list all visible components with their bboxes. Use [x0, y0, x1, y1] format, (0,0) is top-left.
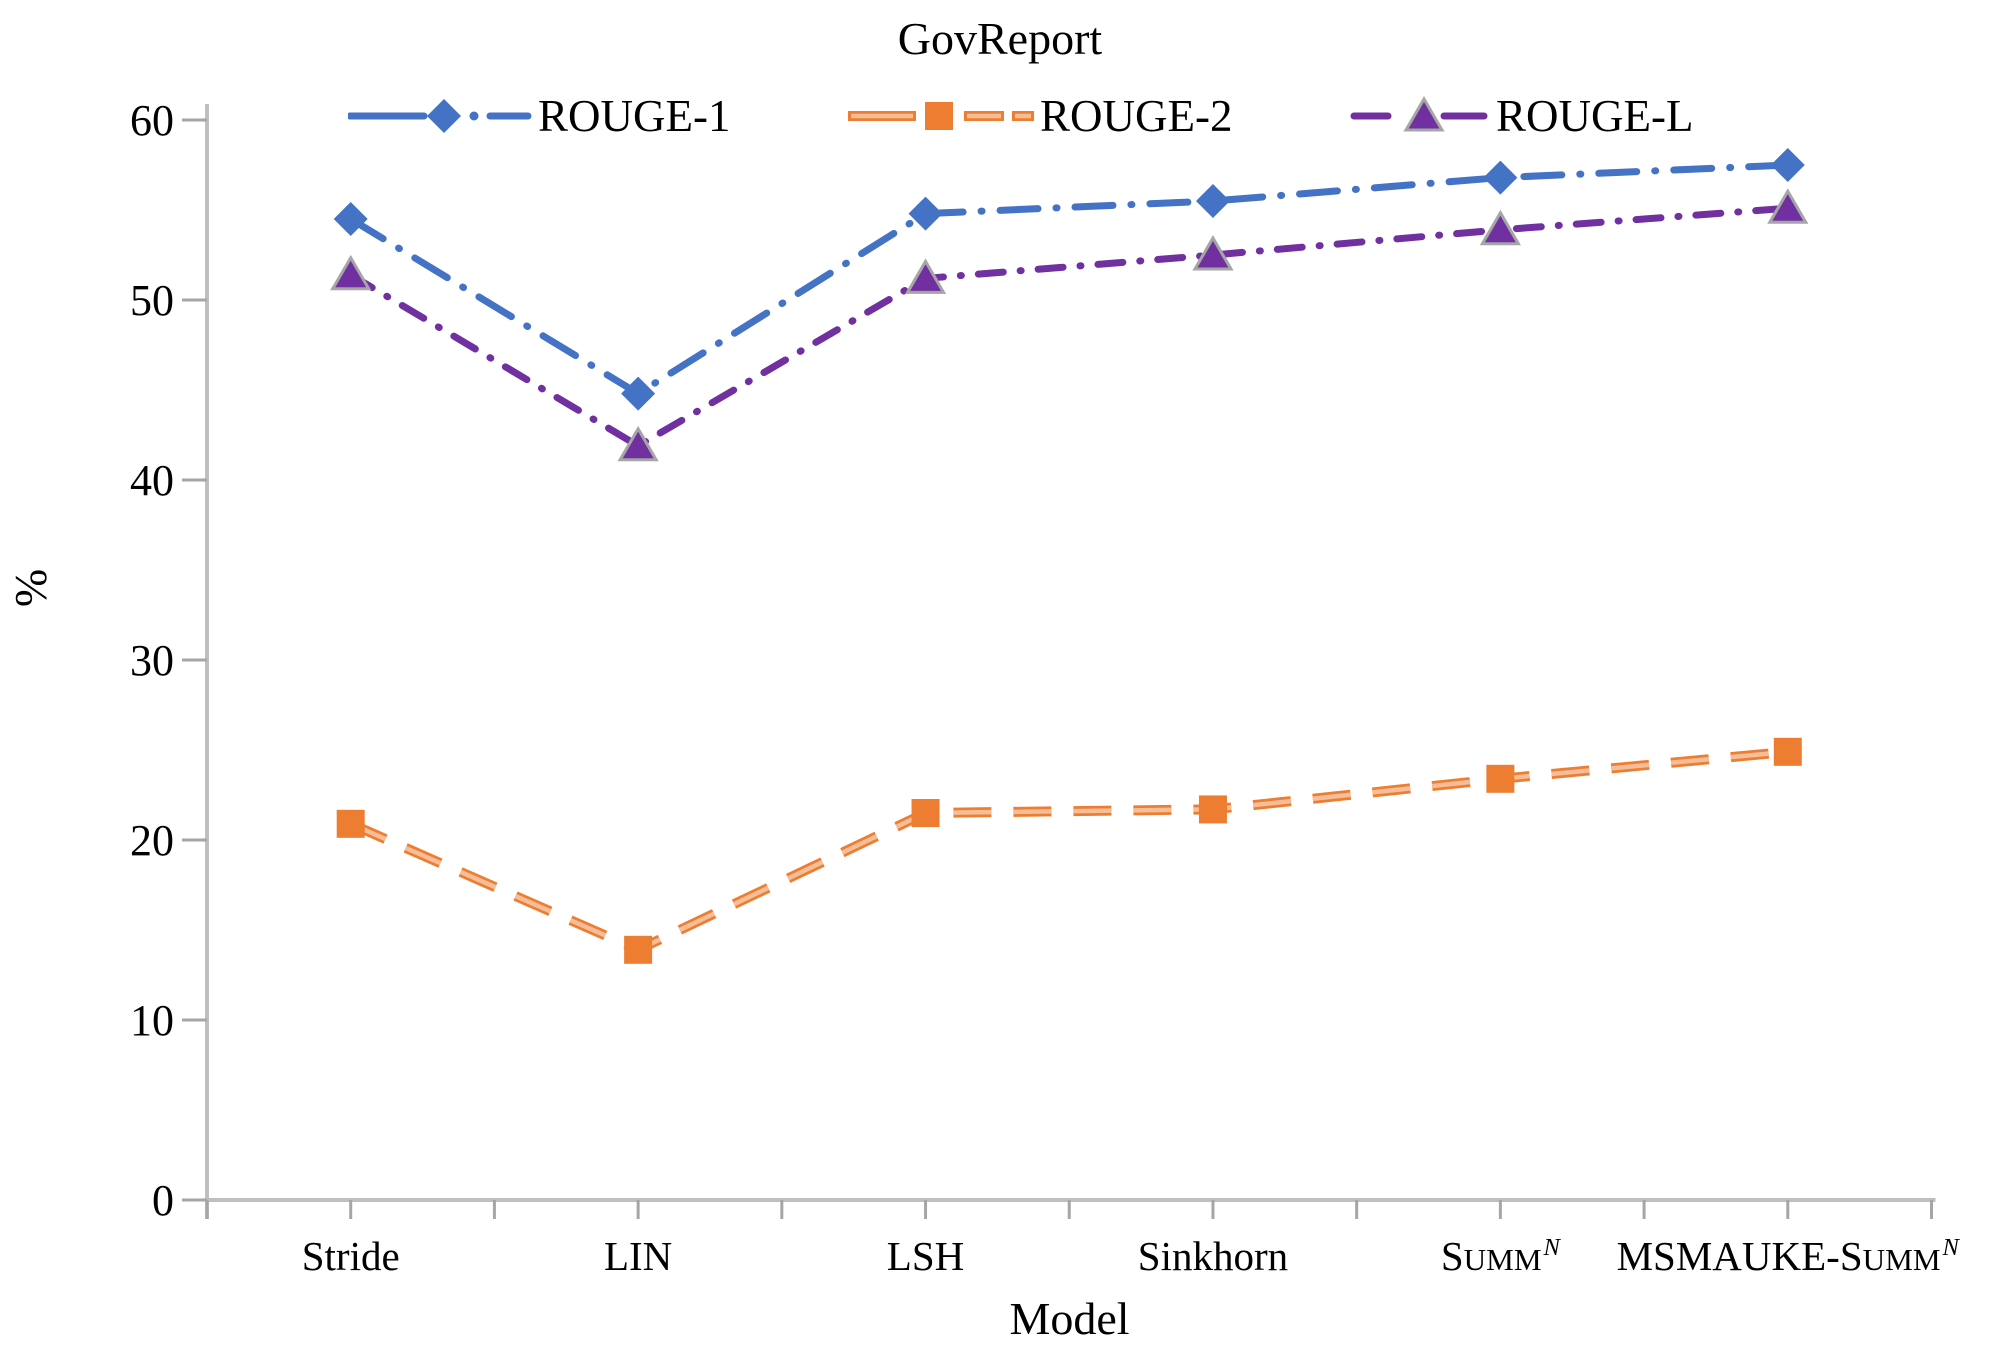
legend-item-rouge-l: ROUGE-L [1336, 91, 1694, 141]
legend-label-rouge-1: ROUGE-1 [538, 91, 731, 141]
legend-dot [469, 111, 479, 121]
y-tick-label: 60 [130, 96, 174, 145]
data-point-marker [621, 376, 656, 411]
legend-line-sample-rouge-1 [348, 99, 532, 133]
data-point-marker [427, 99, 461, 133]
data-point-marker [1483, 160, 1518, 195]
y-tick-label: 10 [130, 996, 174, 1045]
x-tick-label-part: Stride [301, 1233, 400, 1279]
data-point-marker [1195, 184, 1230, 218]
data-point-marker [336, 809, 365, 838]
x-tick-label-part: LIN [603, 1233, 673, 1279]
data-point-marker [330, 254, 372, 291]
chart-title: GovReport [897, 13, 1103, 64]
data-point-marker [1773, 737, 1802, 766]
data-point-marker [617, 425, 659, 462]
data-point-marker [1403, 96, 1445, 132]
x-tick-label-part: N [1543, 1233, 1560, 1261]
y-tick-label: 40 [130, 456, 174, 505]
x-tick-label-part: S [1440, 1233, 1464, 1279]
x-tick-label-sinkhorn: Sinkhorn [993, 1232, 1433, 1280]
x-axis-label: Model [1009, 1293, 1130, 1344]
data-point-marker [1770, 148, 1805, 182]
legend-item-rouge-1: ROUGE-1 [348, 91, 731, 141]
data-point-marker [1198, 795, 1227, 824]
x-tick-label-part: N [1942, 1233, 1959, 1261]
data-point-marker [1192, 235, 1234, 271]
x-tick-label-part: Sinkhorn [1137, 1233, 1289, 1279]
data-point-marker [1486, 764, 1515, 793]
y-tick-label: 30 [130, 636, 174, 685]
series-line-inner-rouge-2 [349, 749, 1789, 953]
data-point-marker [1479, 209, 1521, 246]
legend-item-rouge-2: ROUGE-2 [846, 91, 1233, 141]
data-point-marker [1767, 188, 1809, 224]
x-tick-label-part: LSH [886, 1233, 965, 1279]
data-point-marker [911, 799, 940, 827]
x-tick-label-lsh: LSH [706, 1232, 1146, 1280]
legend-label-rouge-l: ROUGE-L [1496, 91, 1694, 141]
x-tick-label-stride: Stride [131, 1232, 571, 1280]
y-tick-label: 20 [130, 816, 174, 865]
data-point-marker [925, 102, 953, 130]
series-line-rouge-1 [347, 161, 1792, 398]
x-tick-label-part: MSMAUKE-S [1616, 1233, 1863, 1279]
x-tick-label-msmauke-summ-n: MSMAUKE-SUMMN [1568, 1232, 2000, 1280]
legend-line-sample-rouge-2 [848, 102, 1034, 130]
y-axis-label: % [5, 568, 56, 608]
x-tick-label-part: UMM [1463, 1242, 1542, 1277]
series-line-rouge-2 [348, 746, 1789, 956]
x-tick-label-part: UMM [1862, 1242, 1941, 1277]
legend-label-rouge-2: ROUGE-2 [1040, 91, 1233, 141]
y-tick-label: 50 [130, 276, 174, 325]
legend-line-sample-rouge-l [1350, 96, 1488, 132]
x-tick-label-lin: LIN [418, 1232, 858, 1280]
x-tick-label-summ-n: SUMMN [1280, 1232, 1720, 1280]
data-point-marker [908, 196, 943, 231]
series-line-rouge-l [347, 204, 1792, 450]
data-point-marker [624, 935, 653, 964]
y-tick-label: 0 [152, 1176, 174, 1225]
data-point-marker [904, 258, 947, 294]
data-point-marker [333, 202, 368, 236]
